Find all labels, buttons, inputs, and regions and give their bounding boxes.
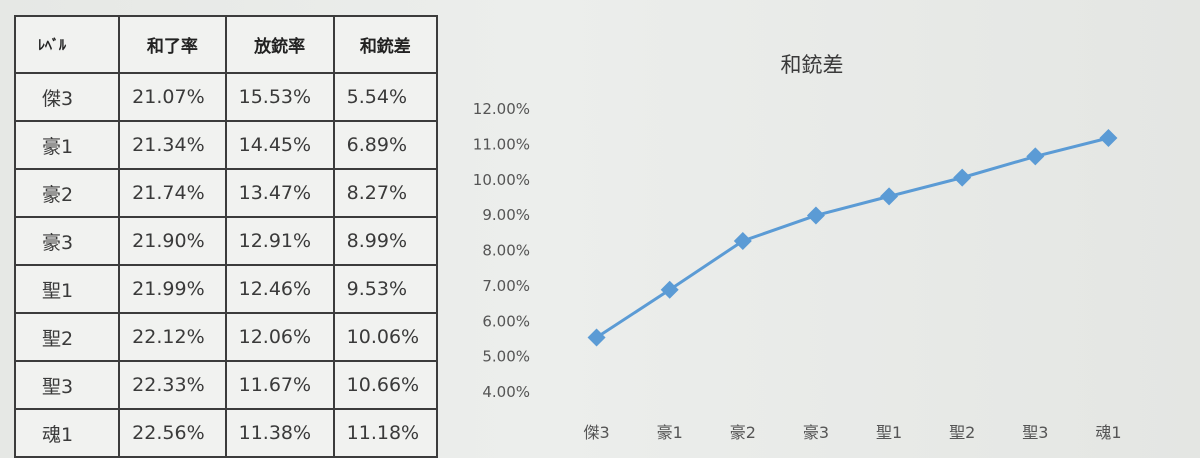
- table-body: 傑3 21.07% 15.53% 5.54% 豪1 21.34% 14.45% 6.89% 豪2…: [13, 72, 439, 458]
- level-cell: 豪1: [13, 120, 121, 170]
- x-tick-label: 聖1: [876, 423, 902, 442]
- value-cell: 8.99%: [332, 216, 439, 266]
- table-row: 魂1 22.56% 11.38% 11.18%: [13, 408, 439, 458]
- value-cell: 21.07%: [118, 72, 227, 122]
- value-cell: 12.06%: [224, 312, 335, 362]
- table-row: 聖2 22.12% 12.06% 10.06%: [13, 312, 439, 362]
- level-cell: 聖2: [13, 312, 121, 362]
- column-header: ﾚﾍﾞﾙ: [13, 15, 121, 74]
- data-point-marker: [660, 280, 679, 299]
- level-cell: 魂1: [13, 408, 121, 458]
- x-tick-label: 聖2: [949, 423, 975, 442]
- value-cell: 6.89%: [332, 120, 439, 170]
- data-point-marker: [953, 168, 972, 187]
- value-cell: 22.56%: [118, 408, 227, 458]
- data-point-marker: [587, 328, 606, 347]
- line-chart: 和銃差 4.00% 5.00% 6.00% 7.00% 8.00% 9.00% 10.00%…: [473, 53, 1122, 442]
- table-row: 傑3 21.07% 15.53% 5.54%: [13, 72, 439, 122]
- value-cell: 14.45%: [224, 120, 335, 170]
- y-tick-label: 7.00%: [482, 277, 530, 295]
- x-tick-label: 豪2: [730, 423, 756, 442]
- x-tick-label: 豪1: [657, 423, 683, 442]
- series-line: [587, 129, 1118, 347]
- value-cell: 13.47%: [224, 168, 335, 218]
- x-tick-label: 傑3: [583, 423, 609, 442]
- table-row: 聖1 21.99% 12.46% 9.53%: [13, 264, 439, 314]
- data-point-marker: [880, 187, 899, 206]
- data-point-marker: [733, 231, 752, 250]
- value-cell: 10.66%: [332, 360, 439, 410]
- x-tick-label: 魂1: [1095, 423, 1121, 442]
- series-line-path: [595, 136, 1109, 339]
- value-cell: 11.38%: [224, 408, 335, 458]
- x-tick-label: 豪3: [803, 423, 829, 442]
- data-table: ﾚﾍﾞﾙ 和了率 放銃率 和銃差 傑3 21.07% 15.53% 5.54% 豪1 21…: [13, 15, 439, 458]
- x-tick-label: 聖3: [1022, 423, 1048, 442]
- y-tick-label: 10.00%: [473, 171, 530, 189]
- x-axis: 傑3 豪1 豪2 豪3 聖1 聖2 聖3 魂1: [583, 423, 1121, 442]
- value-cell: 12.46%: [224, 264, 335, 314]
- value-cell: 9.53%: [332, 264, 439, 314]
- table-row: 豪1 21.34% 14.45% 6.89%: [13, 120, 439, 170]
- y-tick-label: 11.00%: [473, 135, 530, 153]
- value-cell: 21.90%: [118, 216, 227, 266]
- data-point-marker: [806, 206, 825, 225]
- value-cell: 12.91%: [224, 216, 335, 266]
- value-cell: 21.99%: [118, 264, 227, 314]
- value-cell: 5.54%: [332, 72, 439, 122]
- level-cell: 聖1: [13, 264, 121, 314]
- level-cell: 聖3: [13, 360, 121, 410]
- value-cell: 11.67%: [224, 360, 335, 410]
- value-cell: 21.34%: [118, 120, 227, 170]
- value-cell: 8.27%: [332, 168, 439, 218]
- value-cell: 21.74%: [118, 168, 227, 218]
- data-point-marker: [1099, 129, 1118, 148]
- y-tick-label: 4.00%: [482, 383, 530, 401]
- table-row: 豪3 21.90% 12.91% 8.99%: [13, 216, 439, 266]
- value-cell: 22.33%: [118, 360, 227, 410]
- y-axis: 4.00% 5.00% 6.00% 7.00% 8.00% 9.00% 10.00% 11.0…: [473, 100, 530, 401]
- y-tick-label: 5.00%: [482, 348, 530, 366]
- y-tick-label: 6.00%: [482, 312, 530, 330]
- value-cell: 22.12%: [118, 312, 227, 362]
- table-row: 聖3 22.33% 11.67% 10.66%: [13, 360, 439, 410]
- level-cell: 豪2: [13, 168, 121, 218]
- column-header: 放銃率: [224, 15, 335, 74]
- level-cell: 豪3: [13, 216, 121, 266]
- value-cell: 15.53%: [224, 72, 335, 122]
- data-point-marker: [1026, 147, 1045, 166]
- value-cell: 11.18%: [332, 408, 439, 458]
- chart-title: 和銃差: [781, 53, 844, 77]
- y-tick-label: 8.00%: [482, 242, 530, 260]
- y-tick-label: 12.00%: [473, 100, 530, 118]
- column-header: 和銃差: [332, 15, 439, 74]
- level-cell: 傑3: [13, 72, 121, 122]
- chart: 和銃差 4.00% 5.00% 6.00% 7.00% 8.00% 9.00% 10.00%…: [440, 0, 1200, 458]
- table-row: 豪2 21.74% 13.47% 8.27%: [13, 168, 439, 218]
- y-tick-label: 9.00%: [482, 206, 530, 224]
- column-header: 和了率: [118, 15, 227, 74]
- value-cell: 10.06%: [332, 312, 439, 362]
- table-header-row: ﾚﾍﾞﾙ 和了率 放銃率 和銃差: [13, 15, 439, 74]
